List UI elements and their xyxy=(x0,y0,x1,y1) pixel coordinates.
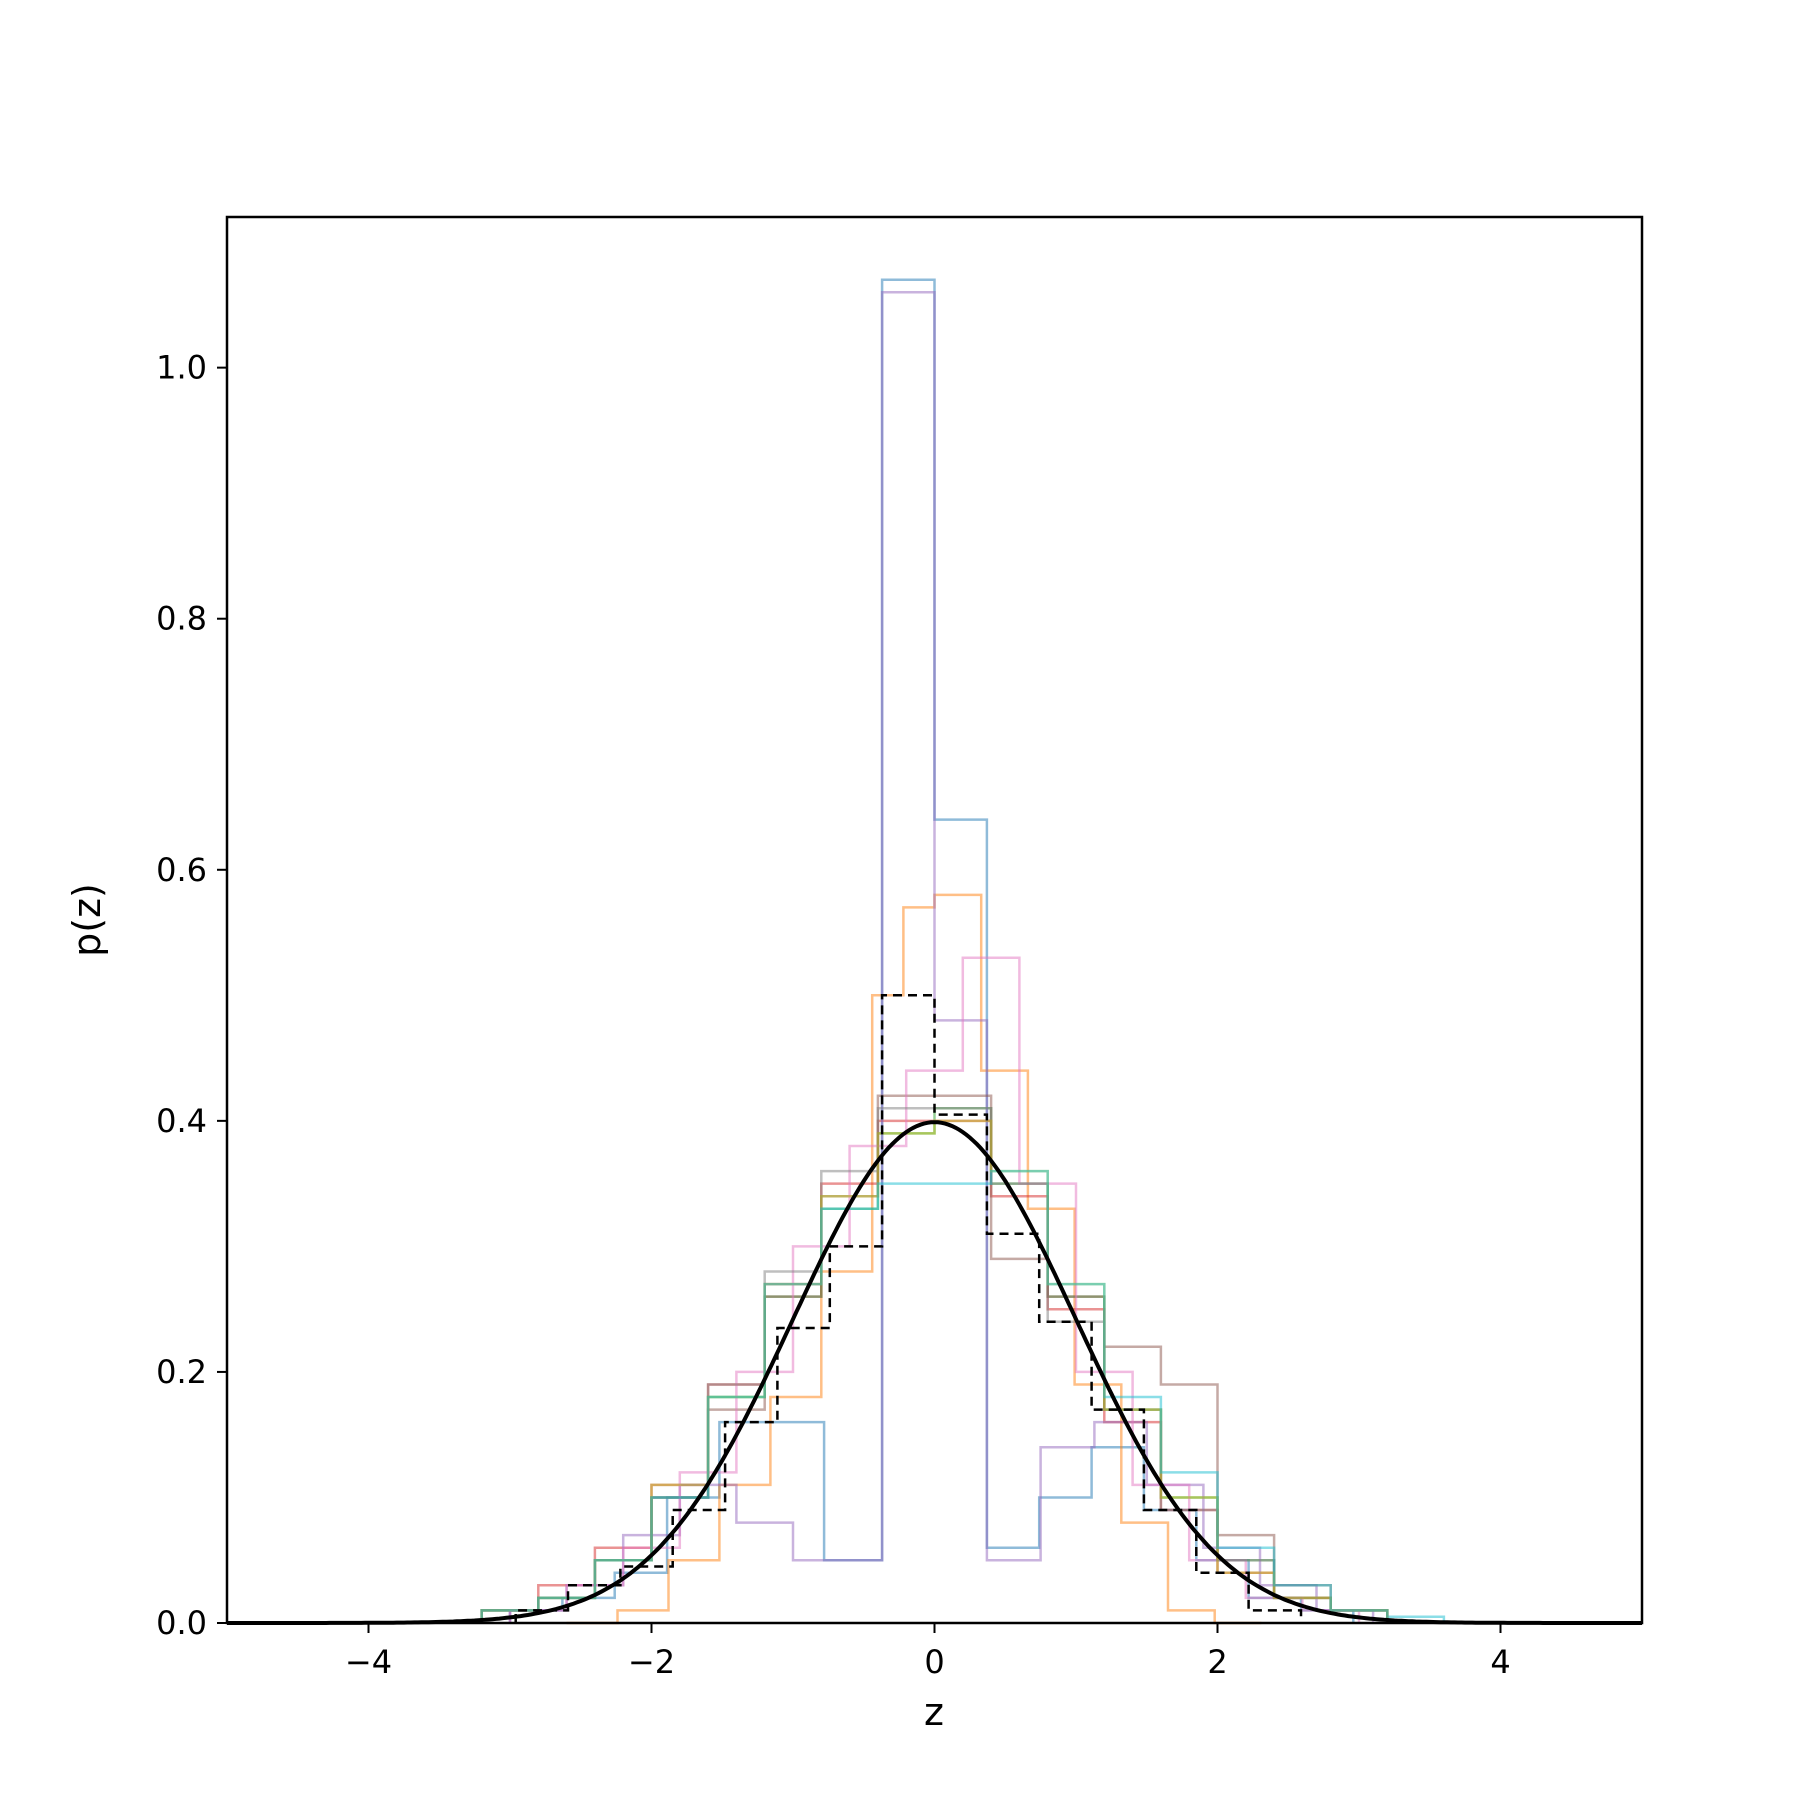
histogram-7 xyxy=(508,956,1361,1623)
y-tick-label: 0.8 xyxy=(156,600,207,638)
histogram-10 xyxy=(480,1169,1446,1623)
x-tick-label: −4 xyxy=(345,1643,392,1681)
y-tick-label: 1.0 xyxy=(156,349,207,387)
x-tick-label: 0 xyxy=(924,1643,944,1681)
x-tick-label: −2 xyxy=(628,1643,675,1681)
y-tick-label: 0.6 xyxy=(156,851,207,889)
y-tick-label: 0.0 xyxy=(156,1604,207,1642)
x-ticks: −4 −2 0 2 4 xyxy=(345,1623,1511,1681)
histogram-6 xyxy=(480,1094,1389,1623)
y-axis-label: p(z) xyxy=(65,883,109,957)
y-ticks: 0.0 0.2 0.4 0.6 0.8 1.0 xyxy=(156,349,227,1642)
density-curve-layer xyxy=(227,1120,1642,1625)
histogram-1 xyxy=(508,278,1355,1623)
histograms xyxy=(480,278,1446,1625)
histogram-8 xyxy=(480,1107,1389,1623)
y-tick-label: 0.2 xyxy=(156,1353,207,1391)
x-tick-label: 4 xyxy=(1490,1643,1510,1681)
normal-density-curve xyxy=(227,1120,1642,1625)
y-tick-label: 0.4 xyxy=(156,1102,207,1140)
histogram-5 xyxy=(508,291,1375,1623)
histogram-3 xyxy=(480,1107,1389,1623)
histogram-reference-dashed xyxy=(514,994,1303,1623)
x-axis-label: z xyxy=(924,1690,944,1734)
x-tick-label: 2 xyxy=(1207,1643,1227,1681)
histogram-2 xyxy=(566,893,1262,1625)
